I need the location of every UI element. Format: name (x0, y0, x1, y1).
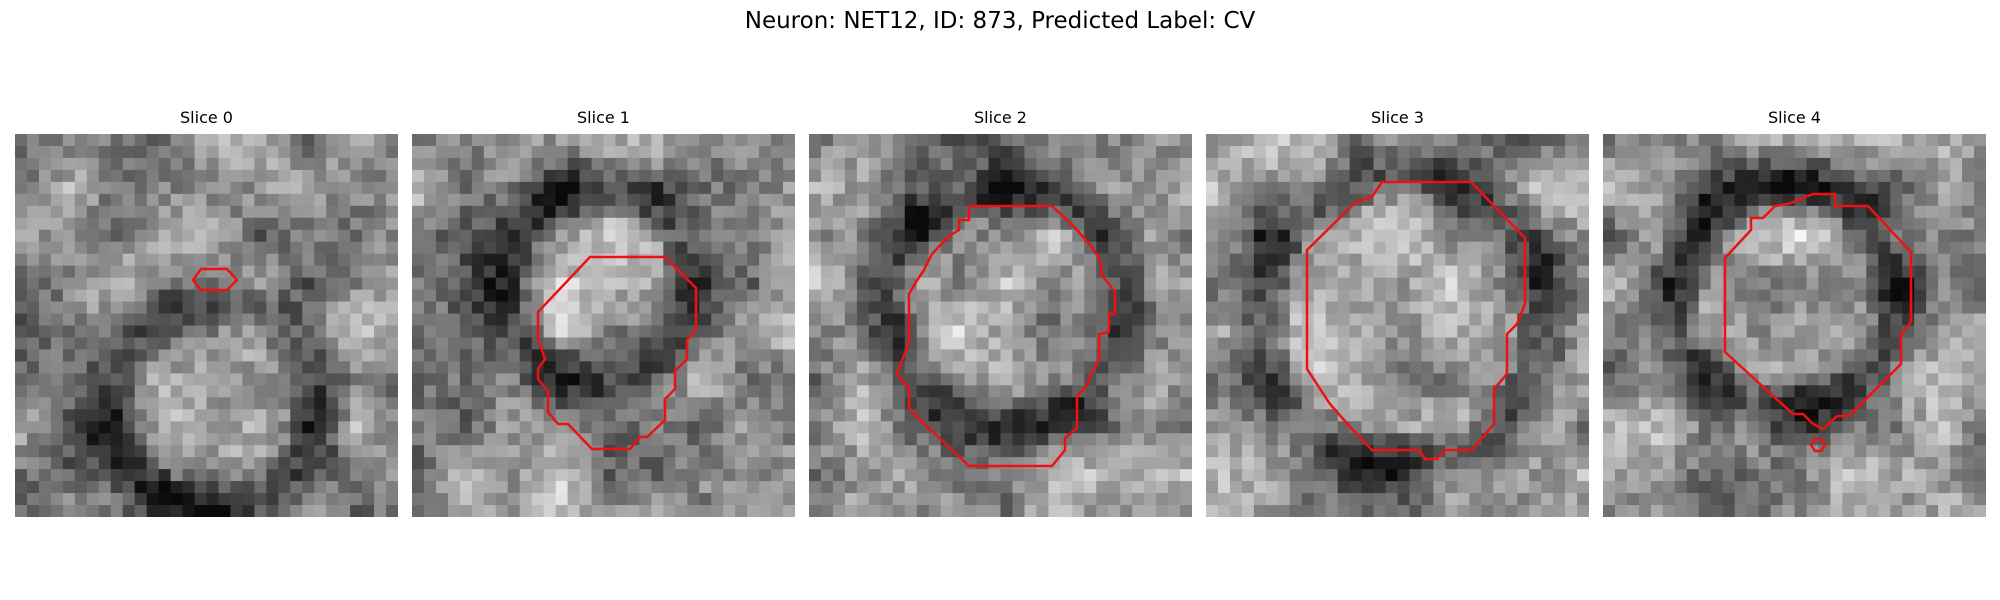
figure-title: Neuron: NET12, ID: 873, Predicted Label:… (744, 8, 1256, 34)
slice-1-title: Slice 1 (577, 108, 630, 127)
slice-2-panel (809, 134, 1192, 517)
slice-3-panel (1206, 134, 1589, 517)
slice-1-contour (536, 255, 698, 451)
slice-0-title: Slice 0 (180, 108, 233, 127)
slice-2-image (809, 134, 1192, 517)
slice-4-title: Slice 4 (1768, 108, 1821, 127)
slice-0-panel (15, 134, 398, 517)
slice-0-image (15, 134, 398, 517)
slice-4-panel (1603, 134, 1986, 517)
slice-1-image (412, 134, 795, 517)
slice-4-image (1603, 134, 1986, 517)
slice-3-contour (1305, 180, 1527, 461)
slice-1-panel (412, 134, 795, 517)
slice-4-contour (1723, 192, 1913, 431)
slice-4-small-contour (1809, 437, 1827, 453)
slice-3-title: Slice 3 (1371, 108, 1424, 127)
slice-2-contour (895, 204, 1117, 468)
slice-2-title: Slice 2 (974, 108, 1027, 127)
slice-3-image (1206, 134, 1589, 517)
slice-0-contour (191, 267, 239, 292)
